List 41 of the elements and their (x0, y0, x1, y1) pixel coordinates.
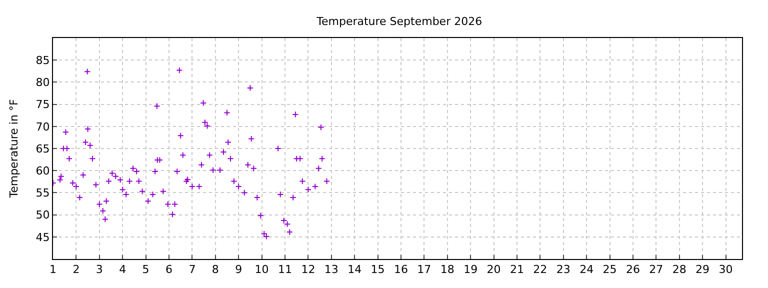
y-tick-label: 45 (36, 230, 50, 244)
x-tick-label: 26 (626, 263, 640, 276)
x-tick-label: 13 (324, 263, 338, 276)
x-tick-label: 24 (580, 263, 594, 276)
x-tick-label: 8 (212, 263, 219, 276)
x-tick-label: 19 (464, 263, 478, 276)
x-tick-label: 3 (96, 263, 103, 276)
y-tick-label: 70 (36, 120, 50, 134)
x-tick-label: 16 (394, 263, 408, 276)
y-tick-label: 80 (36, 76, 50, 90)
x-tick-label: 10 (254, 263, 269, 276)
x-tick-label: 17 (417, 263, 432, 276)
y-tick-label: 85 (36, 54, 50, 67)
y-tick-label: 65 (36, 142, 50, 156)
x-tick-label: 14 (348, 263, 362, 276)
x-tick-label: 27 (649, 263, 664, 276)
x-tick-label: 11 (278, 263, 292, 276)
x-tick-label: 12 (301, 263, 316, 276)
y-tick-label: 50 (36, 208, 50, 222)
x-tick-label: 5 (142, 263, 150, 276)
y-tick-label: 75 (36, 98, 50, 112)
x-tick-label: 6 (165, 263, 172, 276)
x-tick-label: 22 (533, 263, 548, 276)
x-tick-label: 9 (235, 263, 242, 276)
x-tick-label: 28 (672, 263, 686, 276)
x-tick-label: 20 (486, 263, 501, 276)
x-tick-label: 7 (188, 263, 196, 276)
x-tick-label: 15 (370, 263, 385, 276)
x-tick-label: 18 (440, 263, 454, 276)
x-tick-label: 23 (556, 263, 570, 276)
y-tick-label: 60 (36, 164, 50, 178)
x-tick-label: 4 (119, 263, 126, 276)
x-tick-label: 29 (696, 263, 710, 276)
x-tick-label: 25 (602, 263, 617, 276)
x-tick-label: 1 (50, 263, 56, 276)
x-tick-label: 30 (718, 263, 733, 276)
x-tick-label: 2 (72, 263, 80, 276)
y-tick-label: 55 (36, 186, 50, 200)
x-tick-label: 21 (510, 263, 524, 276)
y-axis-title: Temperature in °F (7, 99, 20, 199)
chart-title: Temperature September 2026 (316, 14, 482, 28)
